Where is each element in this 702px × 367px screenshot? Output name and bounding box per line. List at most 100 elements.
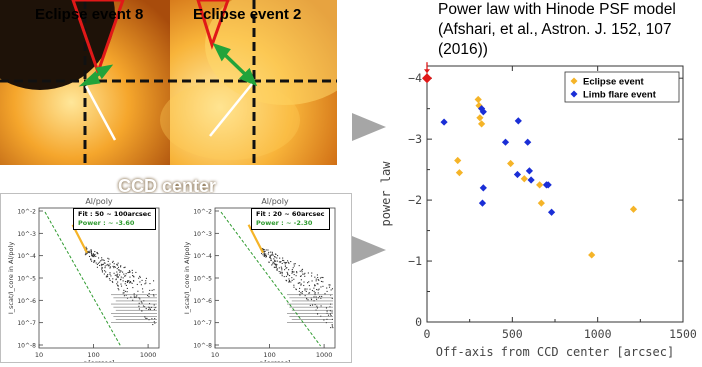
mini-data-point (114, 266, 116, 268)
mini-data-point (91, 253, 93, 255)
mini-data-point (301, 292, 303, 294)
mini-data-point (122, 277, 124, 279)
mini-data-point (105, 276, 107, 278)
mini-data-point (147, 294, 149, 297)
mini-data-point (314, 284, 316, 287)
mini-data-point (91, 254, 94, 256)
eclipse-event-point (476, 114, 484, 122)
mini-data-point (109, 273, 111, 275)
mini-data-point (319, 295, 321, 298)
mini-data-point (135, 296, 137, 298)
mini-data-point (130, 282, 132, 284)
limb-flare-event-point (478, 199, 487, 207)
mini-data-point (288, 281, 290, 283)
mini-data-point (315, 280, 317, 282)
mini-data-point (316, 305, 318, 307)
mini-data-point (263, 253, 266, 256)
mini-data-point (145, 280, 147, 282)
mini-data-point (269, 256, 271, 258)
mini-data-point (122, 280, 124, 282)
mini-data-point (319, 277, 322, 279)
mini-data-point (93, 254, 96, 257)
mini-data-point (317, 283, 319, 285)
mini-y-tick-label: 10^-8 (17, 343, 36, 350)
mini-data-point (133, 295, 135, 297)
mini-data-point (149, 289, 151, 291)
mini-data-point (101, 268, 103, 270)
mini-data-point (99, 261, 101, 263)
mini-data-point (91, 254, 93, 256)
mini-data-point (85, 253, 87, 255)
limb-flare-event-point (479, 184, 487, 192)
mini-data-point (148, 319, 150, 321)
mini-data-point (97, 262, 99, 264)
mini-data-point (265, 253, 267, 255)
mini-data-point (132, 287, 134, 289)
mini-data-point (132, 299, 134, 301)
mini-data-point (153, 308, 155, 311)
mini-data-point (293, 265, 295, 267)
mini-data-point (273, 256, 276, 258)
mini-data-point (298, 282, 300, 284)
y-tick-label: −2 (408, 193, 422, 207)
mini-data-point (116, 283, 118, 285)
mini-data-point (320, 280, 323, 283)
mini-data-point (310, 299, 313, 301)
mini-data-point (265, 249, 267, 251)
mini-data-point (288, 280, 291, 282)
mini-data-point (136, 295, 138, 297)
mini-y-tick-label: 10^-2 (193, 209, 212, 216)
y-tick-label: −1 (408, 254, 422, 268)
mini-y-axis-label: I_scat/I_core in Al/poly (183, 242, 191, 315)
mini-data-point (300, 279, 302, 281)
mini-data-point (128, 282, 130, 284)
x-tick-label: 0 (424, 327, 431, 341)
mini-data-point (262, 249, 264, 251)
legend-label: Limb flare event (583, 90, 657, 101)
mini-data-point (119, 271, 121, 273)
mini-data-point (332, 327, 334, 329)
mini-data-point (114, 274, 116, 276)
mini-data-point (328, 286, 331, 288)
mini-data-point (309, 288, 311, 290)
mini-data-point (306, 298, 308, 300)
mini-data-point (275, 264, 277, 266)
mini-data-point (299, 287, 301, 289)
mini-data-point (132, 275, 134, 277)
mini-data-point (280, 266, 282, 268)
mini-data-point (274, 266, 276, 269)
mini-data-point (148, 292, 150, 295)
mini-data-point (331, 288, 334, 290)
mini-data-point (131, 282, 133, 284)
mini-data-point (290, 281, 292, 283)
mini-data-point (299, 270, 301, 272)
gray-arrow-bottom (352, 236, 386, 264)
mini-data-point (284, 269, 286, 271)
mini-data-point (113, 267, 115, 269)
mini-x-tick-label: 1000 (140, 351, 157, 359)
mini-data-point (117, 276, 119, 279)
mini-data-point (120, 278, 122, 280)
mini-data-point (275, 265, 277, 267)
mini-data-point (314, 304, 316, 306)
mini-data-point (144, 306, 146, 308)
mini-data-point (94, 250, 96, 253)
mini-y-tick-label: 10^-4 (17, 253, 36, 260)
mini-data-point (301, 268, 304, 270)
hinode-marker-arrowhead (424, 69, 430, 74)
x-axis-label: Off-axis from CCD center [arcsec] (436, 345, 674, 359)
mini-data-point (316, 313, 319, 315)
mini-data-point (281, 273, 283, 275)
mini-data-point (263, 255, 265, 258)
mini-data-point (263, 252, 265, 254)
mini-data-point (275, 266, 277, 268)
mini-data-point (306, 288, 308, 290)
mini-data-point (90, 250, 92, 252)
limb-flare-event-point (527, 176, 535, 184)
mini-data-point (316, 283, 318, 285)
mini-y-tick-label: 10^-5 (193, 276, 212, 283)
mini-data-point (284, 262, 287, 264)
eclipse-image-panel (0, 0, 337, 165)
mini-data-point (116, 268, 118, 270)
mini-data-point (280, 261, 282, 263)
